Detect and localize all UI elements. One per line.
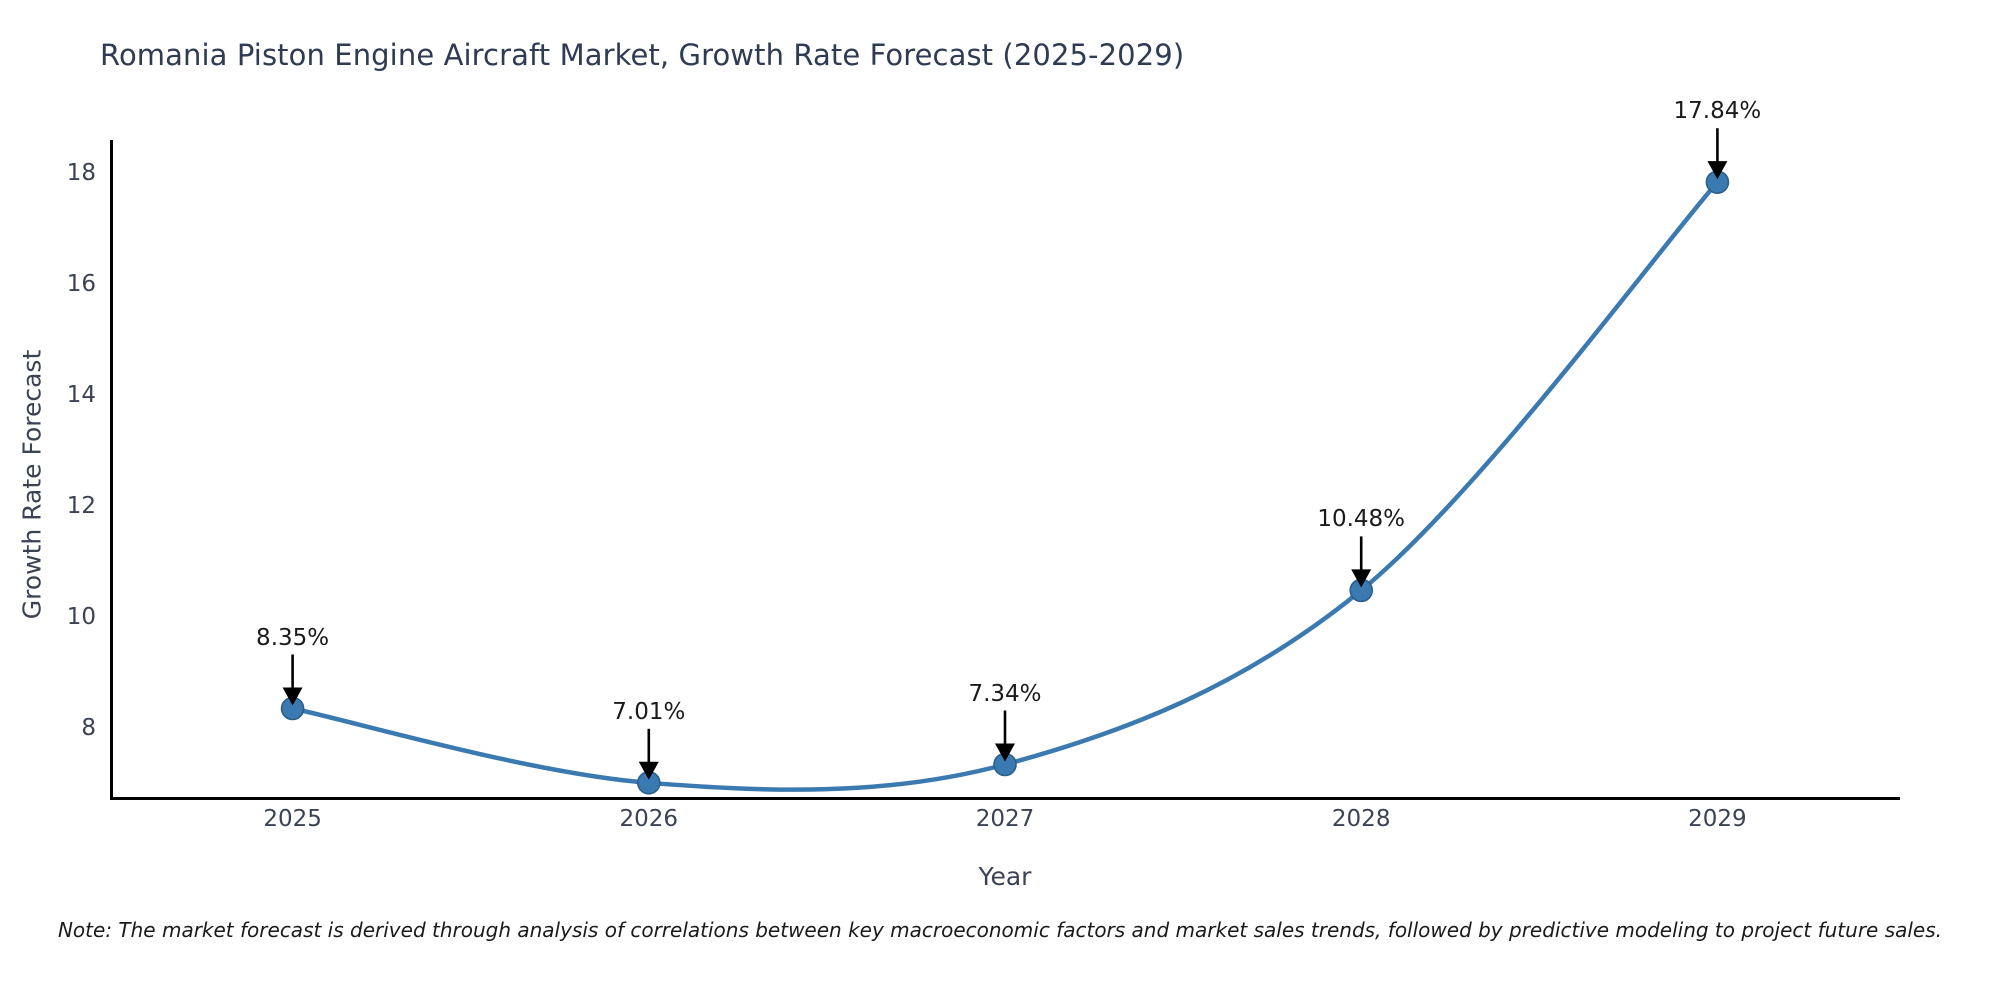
x-tick-label: 2026 [619, 806, 679, 832]
y-tick-label: 14 [66, 382, 96, 409]
y-tick-label: 8 [81, 714, 96, 741]
y-axis-ticks: 8 10 12 14 16 18 [0, 140, 96, 800]
x-tick-label: 2029 [1688, 806, 1747, 832]
y-tick-label: 18 [66, 160, 96, 187]
y-tick-label: 12 [66, 493, 96, 520]
page-title: Romania Piston Engine Aircraft Market, G… [100, 38, 1185, 72]
data-point-marker[interactable] [280, 696, 305, 721]
x-axis-label-row: Year [0, 862, 2000, 891]
y-tick-label: 10 [66, 604, 96, 630]
data-point-marker[interactable] [1349, 578, 1374, 603]
x-tick-label: 2025 [263, 806, 322, 832]
x-tick-label: 2027 [975, 806, 1035, 832]
series-line-growth-rate-forecast [290, 179, 1720, 792]
data-point-label: 17.84% [1673, 98, 1762, 125]
x-tick-label: 2028 [1331, 806, 1391, 832]
data-point-label: 7.01% [612, 698, 686, 725]
y-axis-label: Growth Rate Forecast [17, 349, 47, 620]
data-point-label: 10.48% [1317, 506, 1406, 533]
data-point-marker[interactable] [993, 752, 1017, 777]
data-point-marker[interactable] [636, 771, 661, 795]
data-point-marker[interactable] [1705, 170, 1730, 194]
axis-spines [110, 140, 1900, 800]
x-axis-ticks: 2025 2026 2027 2028 2029 [110, 806, 1900, 846]
data-point-label: 7.34% [968, 680, 1042, 707]
footnote-text: Note: The market forecast is derived thr… [57, 918, 1943, 942]
data-point-label: 8.35% [256, 624, 330, 651]
x-axis-label: Year [978, 862, 1032, 891]
y-tick-label: 16 [66, 271, 96, 298]
